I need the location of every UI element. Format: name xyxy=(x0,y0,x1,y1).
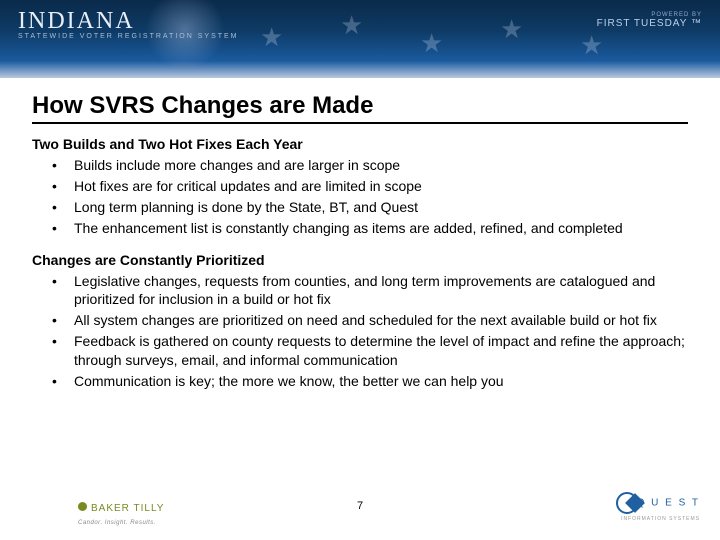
star-icon: ★ xyxy=(340,10,363,41)
quest-name: Q U E S T xyxy=(637,498,700,509)
footer: BAKER TILLY Candor. Insight. Results. 7 … xyxy=(0,492,720,536)
baker-tilly-dot-icon xyxy=(78,502,87,511)
section-heading: Changes are Constantly Prioritized xyxy=(32,252,688,268)
bullet-list: Builds include more changes and are larg… xyxy=(32,156,688,238)
section-1: Two Builds and Two Hot Fixes Each Year B… xyxy=(32,136,688,238)
quest-sub: INFORMATION SYSTEMS xyxy=(616,516,700,522)
list-item: Communication is key; the more we know, … xyxy=(74,372,688,391)
star-icon: ★ xyxy=(500,14,523,45)
list-item: Hot fixes are for critical updates and a… xyxy=(74,177,688,196)
slide-content: How SVRS Changes are Made Two Builds and… xyxy=(0,78,720,391)
list-item: Feedback is gathered on county requests … xyxy=(74,332,688,370)
page-number: 7 xyxy=(357,500,363,512)
list-item: Long term planning is done by the State,… xyxy=(74,198,688,217)
slide-title: How SVRS Changes are Made xyxy=(32,92,688,124)
list-item: The enhancement list is constantly chang… xyxy=(74,219,688,238)
header-band: ★ ★ ★ ★ ★ INDIANA STATEWIDE VOTER REGIST… xyxy=(0,0,720,78)
quest-logo-icon xyxy=(616,492,638,514)
baker-tilly-tagline: Candor. Insight. Results. xyxy=(78,520,198,526)
brand-block: INDIANA STATEWIDE VOTER REGISTRATION SYS… xyxy=(18,8,239,40)
brand-main: INDIANA xyxy=(18,8,239,35)
section-heading: Two Builds and Two Hot Fixes Each Year xyxy=(32,136,688,152)
star-icon: ★ xyxy=(580,30,603,61)
brand-sub: STATEWIDE VOTER REGISTRATION SYSTEM xyxy=(18,33,239,40)
baker-tilly-name: BAKER TILLY xyxy=(91,503,164,514)
footer-right-logo: Q U E S T INFORMATION SYSTEMS xyxy=(616,492,700,522)
powered-name: FIRST TUESDAY ™ xyxy=(597,18,702,29)
star-icon: ★ xyxy=(260,22,283,53)
list-item: Builds include more changes and are larg… xyxy=(74,156,688,175)
powered-by-block: POWERED BY FIRST TUESDAY ™ xyxy=(597,12,702,29)
list-item: All system changes are prioritized on ne… xyxy=(74,311,688,330)
section-2: Changes are Constantly Prioritized Legis… xyxy=(32,252,688,391)
footer-left-logo: BAKER TILLY Candor. Insight. Results. xyxy=(78,498,198,526)
list-item: Legislative changes, requests from count… xyxy=(74,272,688,310)
star-icon: ★ xyxy=(420,28,443,59)
bullet-list: Legislative changes, requests from count… xyxy=(32,272,688,391)
